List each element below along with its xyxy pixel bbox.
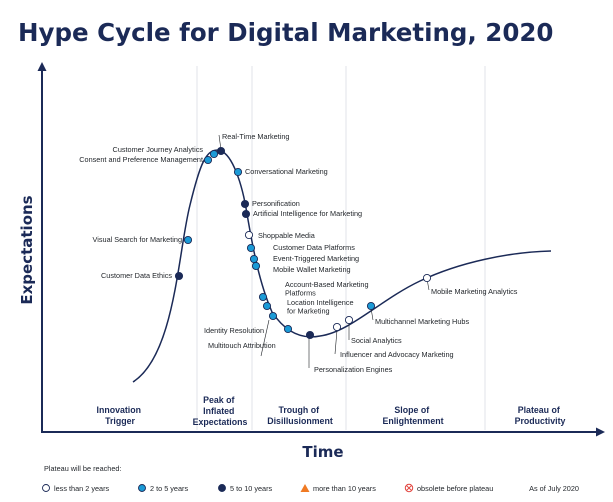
phase-peak-line3: Expectations: [193, 417, 248, 427]
label-mobile-marketing-analytics: Mobile Marketing Analytics: [431, 287, 518, 296]
leader-influencer: [334, 329, 338, 355]
legend-gt10-label: more than 10 years: [313, 484, 376, 493]
label-multitouch-attribution: Multitouch Attribution: [208, 341, 276, 350]
phase-trough-line2: Disillusionment: [267, 416, 333, 426]
phase-peak-line1: Peak of: [203, 395, 234, 405]
legend-obsolete-icon: [404, 483, 414, 493]
label-social-analytics: Social Analytics: [351, 336, 402, 345]
label-account-based-line2: Platforms: [285, 289, 316, 298]
phase-innovation-trigger: Innovation Trigger: [97, 405, 144, 426]
marker-conversational-marketing: [233, 167, 243, 177]
legend-2to5-icon: [138, 484, 146, 492]
marker-social-analytics: [344, 315, 354, 325]
marker-identity-resolution: [268, 311, 278, 321]
marker-multitouch-attribution: [283, 324, 293, 334]
label-location-line1: Location Intelligence: [287, 298, 354, 307]
axes: [37, 62, 605, 437]
marker-personalization-engines: [305, 330, 315, 340]
marker-personification: [240, 199, 250, 209]
label-account-based-line1: Account-Based Marketing: [285, 280, 369, 289]
phase-peak-line2: Inflated: [203, 406, 234, 416]
label-shoppable-media: Shoppable Media: [258, 231, 316, 240]
legend-as-of: As of July 2020: [529, 484, 579, 493]
phase-trough: Trough of Disillusionment: [267, 405, 333, 426]
marker-consent-preference-management: [203, 155, 213, 165]
label-personification: Personification: [252, 199, 300, 208]
marker-customer-data-ethics: [174, 271, 184, 281]
phase-separators: [196, 66, 486, 430]
label-mobile-wallet-marketing: Mobile Wallet Marketing: [273, 265, 351, 274]
label-ai-for-marketing: Artificial Intelligence for Marketing: [253, 209, 362, 218]
legend-heading: Plateau will be reached:: [44, 464, 121, 473]
label-customer-data-ethics: Customer Data Ethics: [101, 271, 172, 280]
phase-plateau: Plateau of Productivity: [515, 405, 566, 426]
legend-lt2-label: less than 2 years: [54, 484, 110, 493]
x-axis-label: Time: [302, 443, 343, 461]
label-visual-search: Visual Search for Marketing: [93, 235, 183, 244]
label-location-line2: for Marketing: [287, 307, 330, 316]
phase-plateau-line2: Productivity: [515, 416, 566, 426]
legend-2to5-label: 2 to 5 years: [150, 484, 188, 493]
y-axis-arrow-icon: [37, 62, 47, 71]
legend-5to10-label: 5 to 10 years: [230, 484, 273, 493]
legend-lt2-icon: [42, 484, 50, 492]
page-title: Hype Cycle for Digital Marketing, 2020: [18, 18, 553, 47]
legend-obsolete-label: obsolete before plateau: [417, 484, 493, 493]
phase-slope: Slope of Enlightenment: [382, 405, 443, 426]
legend-5to10-icon: [218, 484, 226, 492]
label-multichannel-hubs: Multichannel Marketing Hubs: [375, 317, 469, 326]
marker-real-time-marketing: [216, 146, 226, 156]
phase-trough-line1: Trough of: [278, 405, 319, 415]
label-event-triggered-marketing: Event-Triggered Marketing: [273, 254, 359, 263]
phase-innovation-line1: Innovation: [97, 405, 141, 415]
marker-influencer-advocacy: [332, 322, 342, 332]
phase-slope-line1: Slope of: [394, 405, 429, 415]
label-consent-preference-management: Consent and Preference Management: [79, 155, 203, 164]
tech-markers: [174, 146, 432, 340]
marker-customer-data-platforms: [246, 243, 256, 253]
tech-labels: Customer Journey Analytics Consent and P…: [79, 132, 517, 374]
leader-identity-resolution: [260, 319, 270, 357]
marker-mobile-wallet-marketing: [251, 261, 261, 271]
marker-customer-journey-analytics: [209, 149, 219, 159]
legend: Plateau will be reached: less than 2 yea…: [42, 464, 579, 493]
label-influencer-advocacy: Influencer and Advocacy Marketing: [340, 350, 454, 359]
phase-plateau-line1: Plateau of: [518, 405, 560, 415]
marker-mobile-marketing-analytics: [422, 273, 432, 283]
phase-peak: Peak of Inflated Expectations: [193, 395, 248, 427]
marker-location-intelligence: [262, 301, 272, 311]
legend-gt10-icon: [300, 484, 310, 492]
label-identity-resolution: Identity Resolution: [204, 326, 264, 335]
phase-labels: Innovation Trigger Peak of Inflated Expe…: [97, 395, 566, 427]
label-conversational-marketing: Conversational Marketing: [245, 167, 328, 176]
marker-ai-for-marketing: [241, 209, 251, 219]
x-axis-arrow-icon: [596, 427, 605, 437]
label-real-time-marketing: Real-Time Marketing: [222, 132, 289, 141]
y-axis-label: Expectations: [18, 195, 36, 304]
hype-curve: [132, 149, 552, 383]
marker-multichannel-hubs: [366, 301, 376, 311]
phase-slope-line2: Enlightenment: [382, 416, 443, 426]
label-customer-data-platforms: Customer Data Platforms: [273, 243, 355, 252]
marker-event-triggered-marketing: [249, 254, 259, 264]
marker-visual-search: [183, 235, 193, 245]
phase-innovation-line2: Trigger: [105, 416, 135, 426]
label-personalization-engines: Personalization Engines: [314, 365, 393, 374]
label-location-intelligence: Location Intelligence for Marketing: [287, 298, 356, 316]
label-account-based-marketing: Account-Based Marketing Platforms: [285, 280, 371, 298]
label-customer-journey-analytics: Customer Journey Analytics: [113, 145, 204, 154]
marker-shoppable-media: [244, 230, 254, 240]
marker-account-based-marketing: [258, 292, 268, 302]
